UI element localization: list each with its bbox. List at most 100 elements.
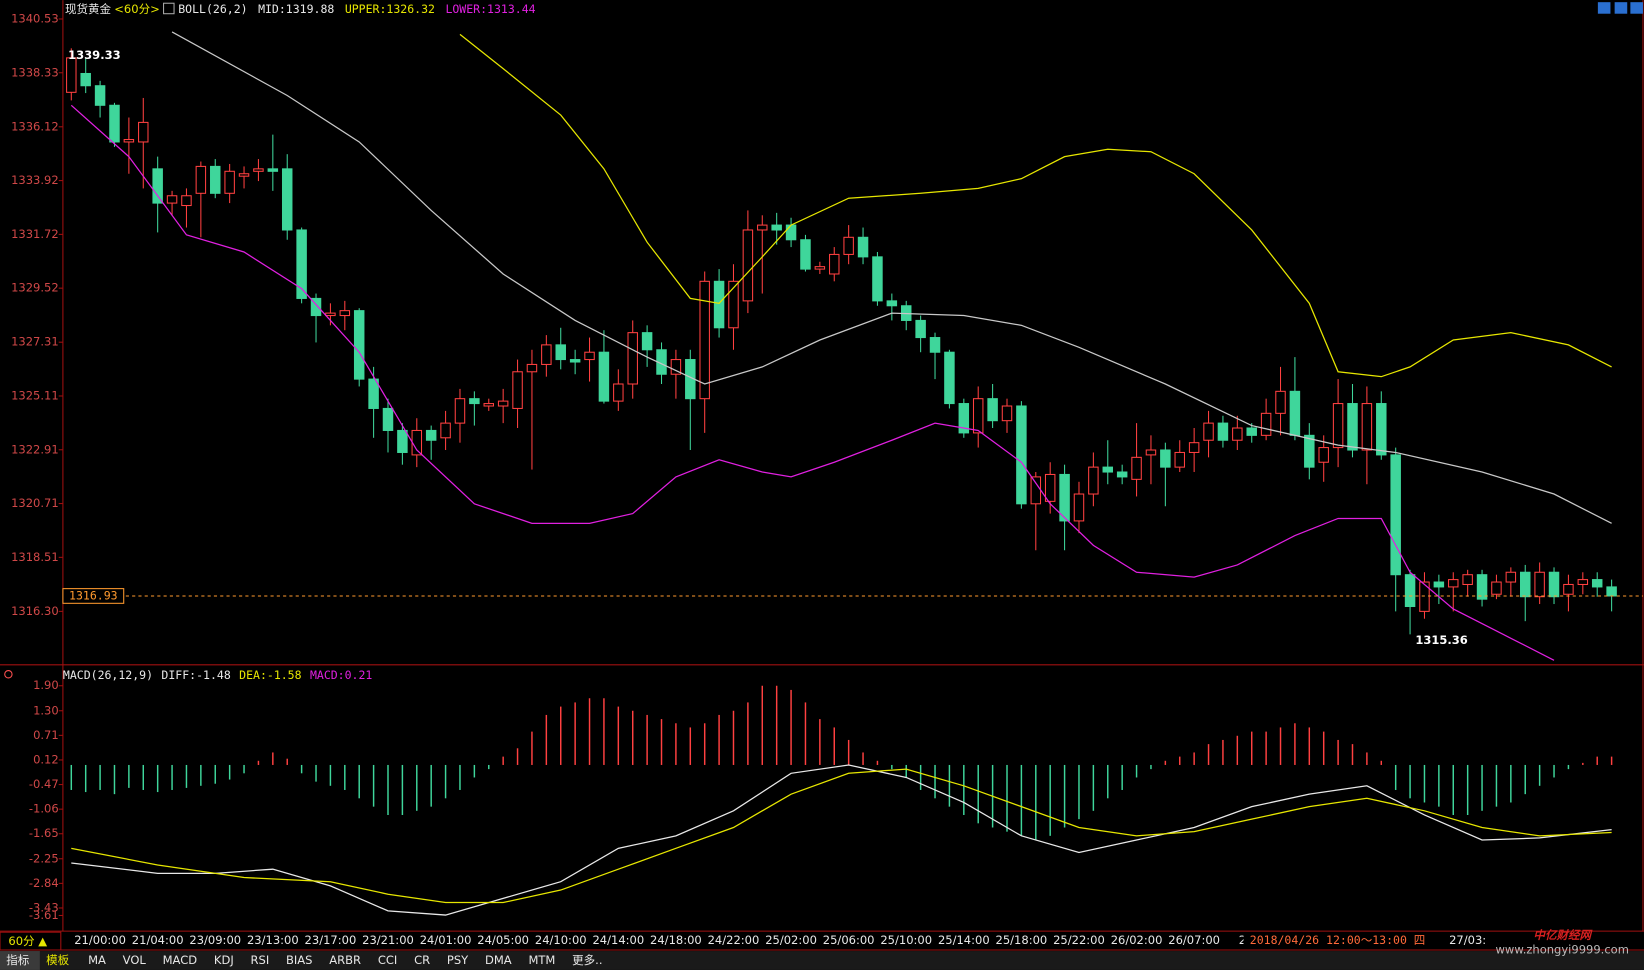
candle-body xyxy=(210,165,221,194)
candle-body xyxy=(1332,403,1344,449)
candle-body xyxy=(670,359,682,375)
indicator-tab[interactable]: MA xyxy=(88,953,106,967)
y-tick-label: 1327.31 xyxy=(11,335,59,349)
window-button[interactable] xyxy=(1614,2,1628,14)
candle-body xyxy=(541,344,552,365)
indicator-tab[interactable]: MTM xyxy=(528,953,555,967)
candle-body xyxy=(109,104,120,143)
macd-line xyxy=(71,764,1612,916)
panel-icon[interactable] xyxy=(4,670,13,679)
candle-body xyxy=(1188,442,1200,453)
indicator-tab[interactable]: CR xyxy=(414,953,430,967)
candle-body xyxy=(181,195,192,207)
x-tick-label: 24/18:00 xyxy=(650,933,702,947)
candle-body xyxy=(166,195,178,204)
candle-body xyxy=(1246,427,1257,436)
y-tick-label: 1322.91 xyxy=(11,442,59,456)
candle-body xyxy=(397,429,408,453)
candle-body xyxy=(569,359,581,363)
period-label: <60分> xyxy=(114,2,159,16)
y-tick-label: 1338.33 xyxy=(11,65,59,79)
candle-body xyxy=(195,165,207,194)
candle-body xyxy=(440,422,451,439)
tab-label[interactable]: 指标 xyxy=(6,953,30,967)
period-button[interactable] xyxy=(0,931,62,951)
y-tick-label: -2.84 xyxy=(29,876,59,890)
y-tick-label: -3.61 xyxy=(29,908,59,922)
candle-body xyxy=(613,383,624,402)
header-item: MACD:0.21 xyxy=(310,668,372,682)
indicator-tab[interactable]: CCI xyxy=(378,953,397,967)
header-item: DEA:-1.58 xyxy=(239,668,301,682)
indicator-tab[interactable]: RSI xyxy=(251,953,270,967)
candle-body xyxy=(267,168,279,172)
candle-body xyxy=(469,398,480,405)
indicator-tab[interactable]: KDJ xyxy=(214,953,234,967)
candle-body xyxy=(382,407,394,431)
candle-body xyxy=(814,266,826,270)
indicator-tab[interactable]: BIAS xyxy=(286,953,312,967)
indicator-icon[interactable] xyxy=(163,2,175,15)
x-tick-label: 24/05:00 xyxy=(477,933,529,947)
high-label: 1339.33 xyxy=(68,48,120,62)
candle-body xyxy=(944,351,955,405)
candle-body xyxy=(1073,493,1085,522)
x-tick-label: 24/10:00 xyxy=(535,933,587,947)
candle-body xyxy=(1044,473,1056,502)
indicator-tab[interactable]: MACD xyxy=(163,953,198,967)
candle-body xyxy=(1102,466,1114,473)
candle-body xyxy=(411,429,423,456)
candle-body xyxy=(1059,473,1070,522)
candle-body xyxy=(785,224,797,241)
indicator-tab[interactable]: PSY xyxy=(447,953,469,967)
candle-body xyxy=(1519,571,1531,598)
candle-body xyxy=(1448,579,1459,588)
y-tick-label: -2.25 xyxy=(29,851,59,865)
candle-body xyxy=(1088,466,1099,495)
candle-body xyxy=(483,403,495,407)
y-tick-label: 1.90 xyxy=(33,678,59,692)
candle-body xyxy=(1419,581,1430,612)
indicator-tab[interactable]: DMA xyxy=(485,953,512,967)
indicator-tab[interactable]: VOL xyxy=(123,953,147,967)
y-tick-label: -3.43 xyxy=(29,900,59,914)
y-tick-label: 1320.71 xyxy=(11,496,59,510)
candle-body xyxy=(915,319,926,339)
candle-body xyxy=(80,72,91,87)
candle-body xyxy=(253,168,264,172)
candle-body xyxy=(1390,454,1401,576)
candle-body xyxy=(1160,449,1171,468)
candle-body xyxy=(699,280,710,400)
candle-body xyxy=(1217,422,1229,441)
y-tick-label: -1.65 xyxy=(29,826,59,840)
tab-label[interactable]: 模板 xyxy=(46,953,70,967)
x-tick-label: 25/06:00 xyxy=(823,933,875,947)
indicator-tab[interactable]: ARBR xyxy=(329,953,361,967)
window-button[interactable] xyxy=(1630,2,1643,14)
candle-body xyxy=(872,256,883,302)
candle-body xyxy=(1304,434,1315,468)
candle-body xyxy=(1433,581,1445,588)
y-tick-label: 1318.51 xyxy=(11,550,59,564)
candle-body xyxy=(1145,449,1157,456)
last-price-label: 1316.93 xyxy=(69,588,118,602)
x-tick-label: 24/14:00 xyxy=(592,933,644,947)
period-button-label[interactable]: 60分 ▲ xyxy=(8,934,47,948)
y-tick-label: -0.47 xyxy=(29,777,59,791)
y-tick-label: 1325.11 xyxy=(11,388,59,402)
candle-body xyxy=(353,310,365,380)
tab[interactable] xyxy=(0,951,40,970)
window-button[interactable] xyxy=(1597,2,1611,14)
candle-body xyxy=(742,229,754,302)
candle-body xyxy=(958,403,970,434)
last-price-box xyxy=(62,588,125,604)
candle-body xyxy=(843,236,854,255)
candle-body xyxy=(1404,574,1416,608)
candle-body xyxy=(987,398,998,422)
x-tick-label: 27/03: xyxy=(1449,933,1486,947)
candle-body xyxy=(1361,403,1373,451)
indicator-tab[interactable]: 更多.. xyxy=(572,953,602,967)
candle-body xyxy=(800,239,811,270)
